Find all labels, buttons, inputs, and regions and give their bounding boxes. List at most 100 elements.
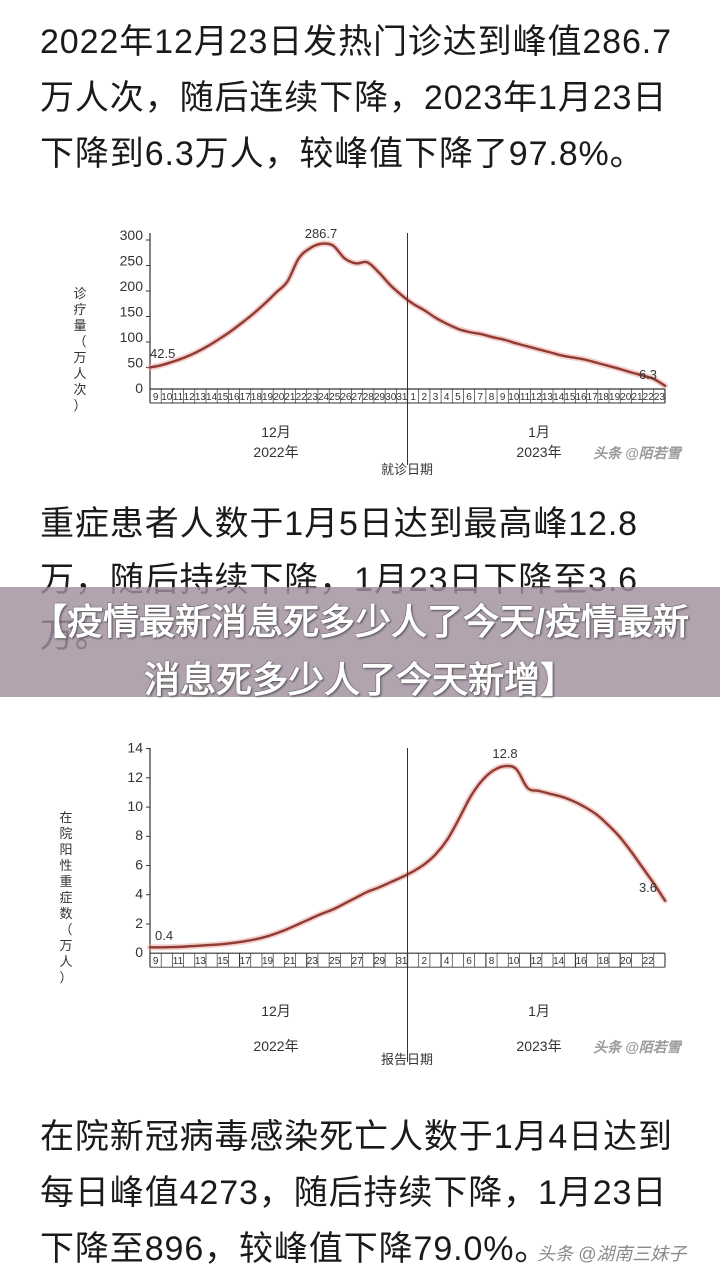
svg-text:18: 18 <box>598 956 610 967</box>
svg-text:次: 次 <box>73 382 86 397</box>
svg-text:6.3: 6.3 <box>639 367 657 382</box>
svg-text:院: 院 <box>59 826 72 841</box>
svg-text:15: 15 <box>217 392 229 403</box>
svg-text:数: 数 <box>59 906 72 921</box>
svg-text:19: 19 <box>262 956 274 967</box>
svg-text:286.7: 286.7 <box>305 226 338 241</box>
svg-text:31: 31 <box>396 956 408 967</box>
svg-text:人: 人 <box>59 954 72 969</box>
svg-text:24: 24 <box>318 392 330 403</box>
svg-text:23: 23 <box>307 392 319 403</box>
svg-text:16: 16 <box>228 392 240 403</box>
svg-text:14: 14 <box>206 392 218 403</box>
svg-text:26: 26 <box>340 392 352 403</box>
svg-text:14: 14 <box>127 740 143 756</box>
svg-text:0: 0 <box>135 944 143 960</box>
svg-text:量: 量 <box>73 318 86 333</box>
svg-text:2022年: 2022年 <box>253 444 298 460</box>
svg-text:8: 8 <box>489 392 495 403</box>
svg-text:18: 18 <box>598 392 610 403</box>
svg-text:14: 14 <box>553 392 565 403</box>
svg-text:300: 300 <box>120 227 144 243</box>
svg-text:3.6: 3.6 <box>639 880 657 895</box>
svg-text:21: 21 <box>284 392 296 403</box>
svg-text:头条 @陌若雪: 头条 @陌若雪 <box>593 1039 683 1055</box>
svg-text:12: 12 <box>531 392 543 403</box>
svg-text:20: 20 <box>620 956 632 967</box>
svg-text:10: 10 <box>508 392 520 403</box>
svg-text:疗: 疗 <box>73 302 86 317</box>
svg-text:16: 16 <box>575 956 587 967</box>
svg-text:9: 9 <box>500 392 506 403</box>
svg-text:6: 6 <box>466 956 472 967</box>
svg-text:12: 12 <box>184 392 196 403</box>
svg-text:12月: 12月 <box>261 1003 291 1019</box>
svg-text:27: 27 <box>352 392 364 403</box>
svg-text:13: 13 <box>195 956 207 967</box>
svg-text:150: 150 <box>120 304 144 320</box>
svg-text:18: 18 <box>251 392 263 403</box>
svg-text:15: 15 <box>217 956 229 967</box>
svg-text:16: 16 <box>575 392 587 403</box>
svg-text:2: 2 <box>422 392 428 403</box>
svg-text:200: 200 <box>120 278 144 294</box>
svg-text:9: 9 <box>153 392 159 403</box>
svg-text:23: 23 <box>307 956 319 967</box>
svg-text:20: 20 <box>620 392 632 403</box>
svg-text:0.4: 0.4 <box>155 928 173 943</box>
svg-text:42.5: 42.5 <box>150 346 175 361</box>
svg-text:17: 17 <box>240 956 252 967</box>
svg-text:在: 在 <box>59 810 72 825</box>
svg-text:10: 10 <box>161 392 173 403</box>
svg-text:7: 7 <box>477 392 483 403</box>
svg-text:50: 50 <box>127 355 143 371</box>
svg-text:22: 22 <box>643 956 655 967</box>
svg-text:（: （ <box>73 334 86 349</box>
svg-text:11: 11 <box>173 956 184 967</box>
svg-text:4: 4 <box>444 392 450 403</box>
svg-text:13: 13 <box>195 392 207 403</box>
svg-text:12: 12 <box>127 769 143 785</box>
svg-text:10: 10 <box>508 956 520 967</box>
svg-text:）: ） <box>59 970 72 985</box>
svg-text:2: 2 <box>135 915 143 931</box>
svg-text:诊: 诊 <box>73 286 86 301</box>
svg-text:30: 30 <box>385 392 397 403</box>
svg-text:25: 25 <box>329 392 341 403</box>
svg-text:21: 21 <box>284 956 296 967</box>
svg-text:12: 12 <box>531 956 543 967</box>
svg-text:21: 21 <box>631 392 643 403</box>
svg-text:20: 20 <box>273 392 285 403</box>
svg-text:27: 27 <box>352 956 364 967</box>
svg-text:13: 13 <box>542 392 554 403</box>
svg-text:250: 250 <box>120 253 144 269</box>
svg-text:19: 19 <box>609 392 621 403</box>
svg-text:12月: 12月 <box>261 424 291 440</box>
svg-text:万: 万 <box>59 938 72 953</box>
svg-text:9: 9 <box>153 956 159 967</box>
svg-text:1: 1 <box>410 392 416 403</box>
svg-text:4: 4 <box>135 886 143 902</box>
svg-text:性: 性 <box>59 858 72 873</box>
svg-text:0: 0 <box>135 380 143 396</box>
svg-text:12.8: 12.8 <box>492 746 517 761</box>
svg-text:5: 5 <box>455 392 461 403</box>
svg-text:4: 4 <box>444 956 450 967</box>
svg-text:10: 10 <box>127 798 143 814</box>
svg-text:22: 22 <box>296 392 308 403</box>
svg-text:31: 31 <box>396 392 408 403</box>
svg-text:6: 6 <box>135 856 143 872</box>
svg-text:11: 11 <box>173 392 184 403</box>
svg-text:19: 19 <box>262 392 274 403</box>
svg-text:29: 29 <box>374 392 386 403</box>
svg-text:2: 2 <box>422 956 428 967</box>
svg-text:11: 11 <box>520 392 531 403</box>
svg-text:2023年: 2023年 <box>516 1038 561 1054</box>
svg-text:28: 28 <box>363 392 375 403</box>
svg-text:头条 @陌若雪: 头条 @陌若雪 <box>593 445 683 461</box>
svg-text:17: 17 <box>240 392 252 403</box>
svg-text:3: 3 <box>433 392 439 403</box>
svg-text:25: 25 <box>329 956 341 967</box>
svg-text:17: 17 <box>587 392 599 403</box>
svg-text:22: 22 <box>643 392 655 403</box>
